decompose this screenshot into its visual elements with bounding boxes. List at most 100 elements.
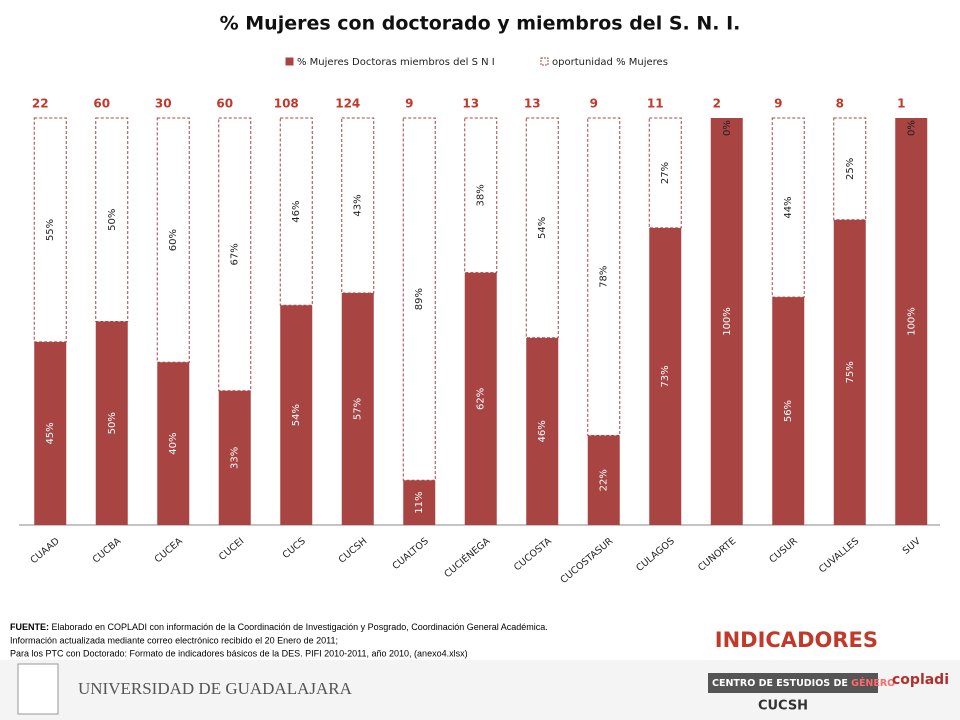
count-label: 60	[216, 97, 233, 111]
crest	[17, 663, 59, 715]
count-label: 60	[93, 97, 110, 111]
legend-label: % Mujeres Doctoras miembros del S N I	[297, 57, 495, 68]
bar-segment	[156, 117, 190, 363]
data-label: 27%	[660, 162, 671, 184]
center-name: CENTRO DE ESTUDIOS DE GÉNERO	[712, 677, 895, 689]
data-label: 25%	[845, 158, 856, 180]
x-tick-label: CUCBA	[91, 535, 124, 565]
bar-segment	[402, 117, 436, 481]
x-tick-label: CUNORTE	[696, 536, 738, 574]
x-tick-label: CUCS	[281, 536, 308, 561]
x-tick-label: CULAGOS	[634, 536, 677, 574]
bar-segment	[157, 362, 190, 525]
source-note: Para los PTC con Doctorado: Formato de i…	[10, 648, 468, 658]
count-label: 13	[524, 97, 541, 111]
count-label: 11	[647, 97, 664, 111]
data-label: 22%	[599, 469, 610, 491]
university-name: UNIVERSIDAD DE GUADALAJARA	[78, 679, 353, 698]
data-label: 0%	[722, 120, 733, 136]
bar-segment	[341, 117, 375, 294]
x-tick-label: CUCOSTASUR	[559, 536, 616, 586]
bar-segment	[33, 117, 67, 343]
data-label: 54%	[291, 404, 302, 426]
data-label: 67%	[230, 243, 241, 265]
count-label: 30	[155, 97, 172, 111]
bar-segment	[771, 117, 805, 298]
count-label: 9	[590, 97, 598, 111]
bar-segment	[710, 118, 743, 525]
data-label: 46%	[537, 420, 548, 442]
data-label: 46%	[291, 200, 302, 222]
data-label: 56%	[783, 400, 794, 422]
source-label: FUENTE:	[10, 622, 49, 632]
bar-segment	[587, 117, 621, 436]
data-label: 40%	[168, 432, 179, 454]
data-label: 57%	[353, 398, 364, 420]
bar-segment	[95, 321, 128, 525]
x-tick-label: CUCOSTA	[512, 535, 554, 573]
bar-segment	[587, 435, 620, 525]
x-tick-label: SUV	[901, 535, 923, 556]
data-label: 38%	[476, 184, 487, 206]
data-label: 100%	[906, 307, 917, 336]
source-note: Información actualizada mediante correo …	[10, 635, 338, 645]
bar-segment	[525, 117, 559, 339]
data-label: 43%	[353, 194, 364, 216]
legend-swatch	[540, 57, 549, 66]
bar-segment	[833, 219, 866, 525]
chart-title: % Mujeres con doctorado y miembros del S…	[220, 13, 741, 35]
bar-segment	[341, 293, 374, 525]
brand: copladi	[892, 672, 949, 688]
x-tick-label: CUCEA	[153, 535, 186, 565]
data-label: 62%	[476, 388, 487, 410]
campus: CUCSH	[758, 699, 808, 714]
center-name-b: GÉNERO	[851, 677, 895, 689]
data-label: 11%	[414, 491, 425, 513]
x-tick-label: CUCIÉNEGA	[442, 535, 493, 581]
bar-segment	[772, 297, 805, 525]
data-label: 50%	[107, 412, 118, 434]
count-label: 22	[32, 97, 49, 111]
bar-segment	[464, 117, 498, 274]
count-label: 8	[836, 97, 844, 111]
bar-segment	[34, 341, 67, 525]
x-tick-label: CUALTOS	[390, 536, 430, 572]
data-label: 45%	[45, 422, 56, 444]
count-label: 108	[274, 97, 299, 111]
center-badge	[708, 673, 878, 693]
data-label: 60%	[168, 229, 179, 251]
center-name-a: CENTRO DE ESTUDIOS DE	[712, 678, 851, 689]
data-label: 75%	[845, 361, 856, 383]
data-label: 55%	[45, 219, 56, 241]
data-label: 50%	[107, 209, 118, 231]
bar-segment	[833, 117, 867, 221]
count-label: 1	[897, 97, 905, 111]
data-label: 0%	[906, 120, 917, 136]
data-label: 78%	[599, 266, 610, 288]
count-label: 13	[462, 97, 479, 111]
x-tick-label: CUSUR	[767, 536, 800, 566]
data-label: 33%	[230, 447, 241, 469]
count-label: 9	[774, 97, 782, 111]
source-text: Elaborado en COPLADI con información de …	[49, 622, 548, 632]
legend-label: oportunidad % Mujeres	[552, 57, 668, 68]
x-tick-label: CUAAD	[29, 536, 62, 566]
x-tick-label: CUVALLES	[817, 536, 861, 576]
bar-segment	[279, 117, 313, 306]
data-label: 100%	[722, 307, 733, 336]
bar-segment	[218, 390, 251, 525]
source-note: FUENTE: Elaborado en COPLADI con informa…	[10, 622, 548, 632]
count-label: 124	[335, 97, 360, 111]
legend-swatch	[285, 57, 294, 66]
bar-segment	[895, 118, 928, 525]
bar-segment	[403, 480, 436, 525]
count-label: 9	[405, 97, 413, 111]
bar-segment	[280, 305, 313, 525]
data-label: 73%	[660, 365, 671, 387]
x-tick-label: CUCEI	[217, 536, 246, 563]
bar-segment	[649, 227, 682, 525]
bar-segment	[526, 337, 559, 525]
heading: INDICADORES	[715, 628, 878, 652]
count-label: 2	[713, 97, 721, 111]
